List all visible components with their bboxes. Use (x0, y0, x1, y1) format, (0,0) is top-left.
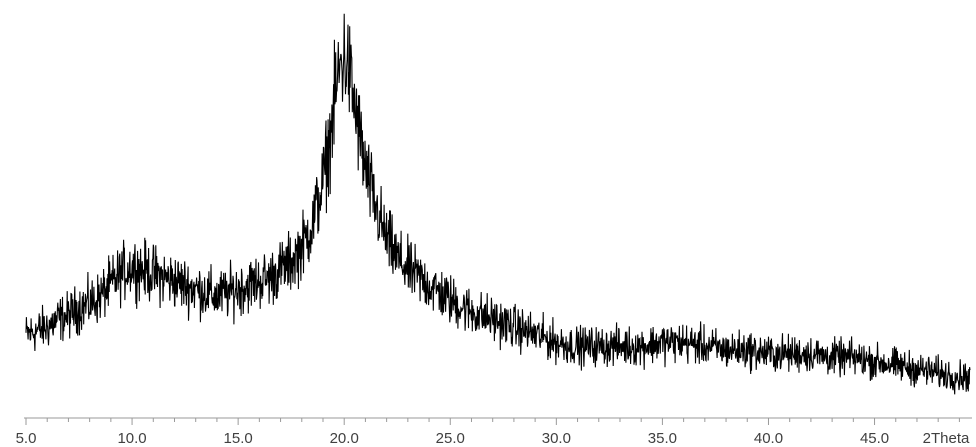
x-tick-label: 25.0 (436, 430, 465, 447)
x-tick-label: 35.0 (648, 430, 677, 447)
x-tick-label: 30.0 (542, 430, 571, 447)
x-tick-label: 40.0 (754, 430, 783, 447)
x-tick-label: 15.0 (224, 430, 253, 447)
x-axis-ticks (25, 418, 960, 425)
x-tick-label: 5.0 (16, 430, 37, 447)
x-tick-label: 20.0 (330, 430, 359, 447)
series-line (25, 13, 971, 395)
x-tick-label: 10.0 (117, 430, 146, 447)
x-axis-unit-label: 2Theta (923, 430, 970, 447)
x-tick-label: 45.0 (860, 430, 889, 447)
x-axis-tick-labels: 5.0 10.0 15.0 20.0 25.0 30.0 35.0 40.0 45.0 (16, 430, 890, 447)
